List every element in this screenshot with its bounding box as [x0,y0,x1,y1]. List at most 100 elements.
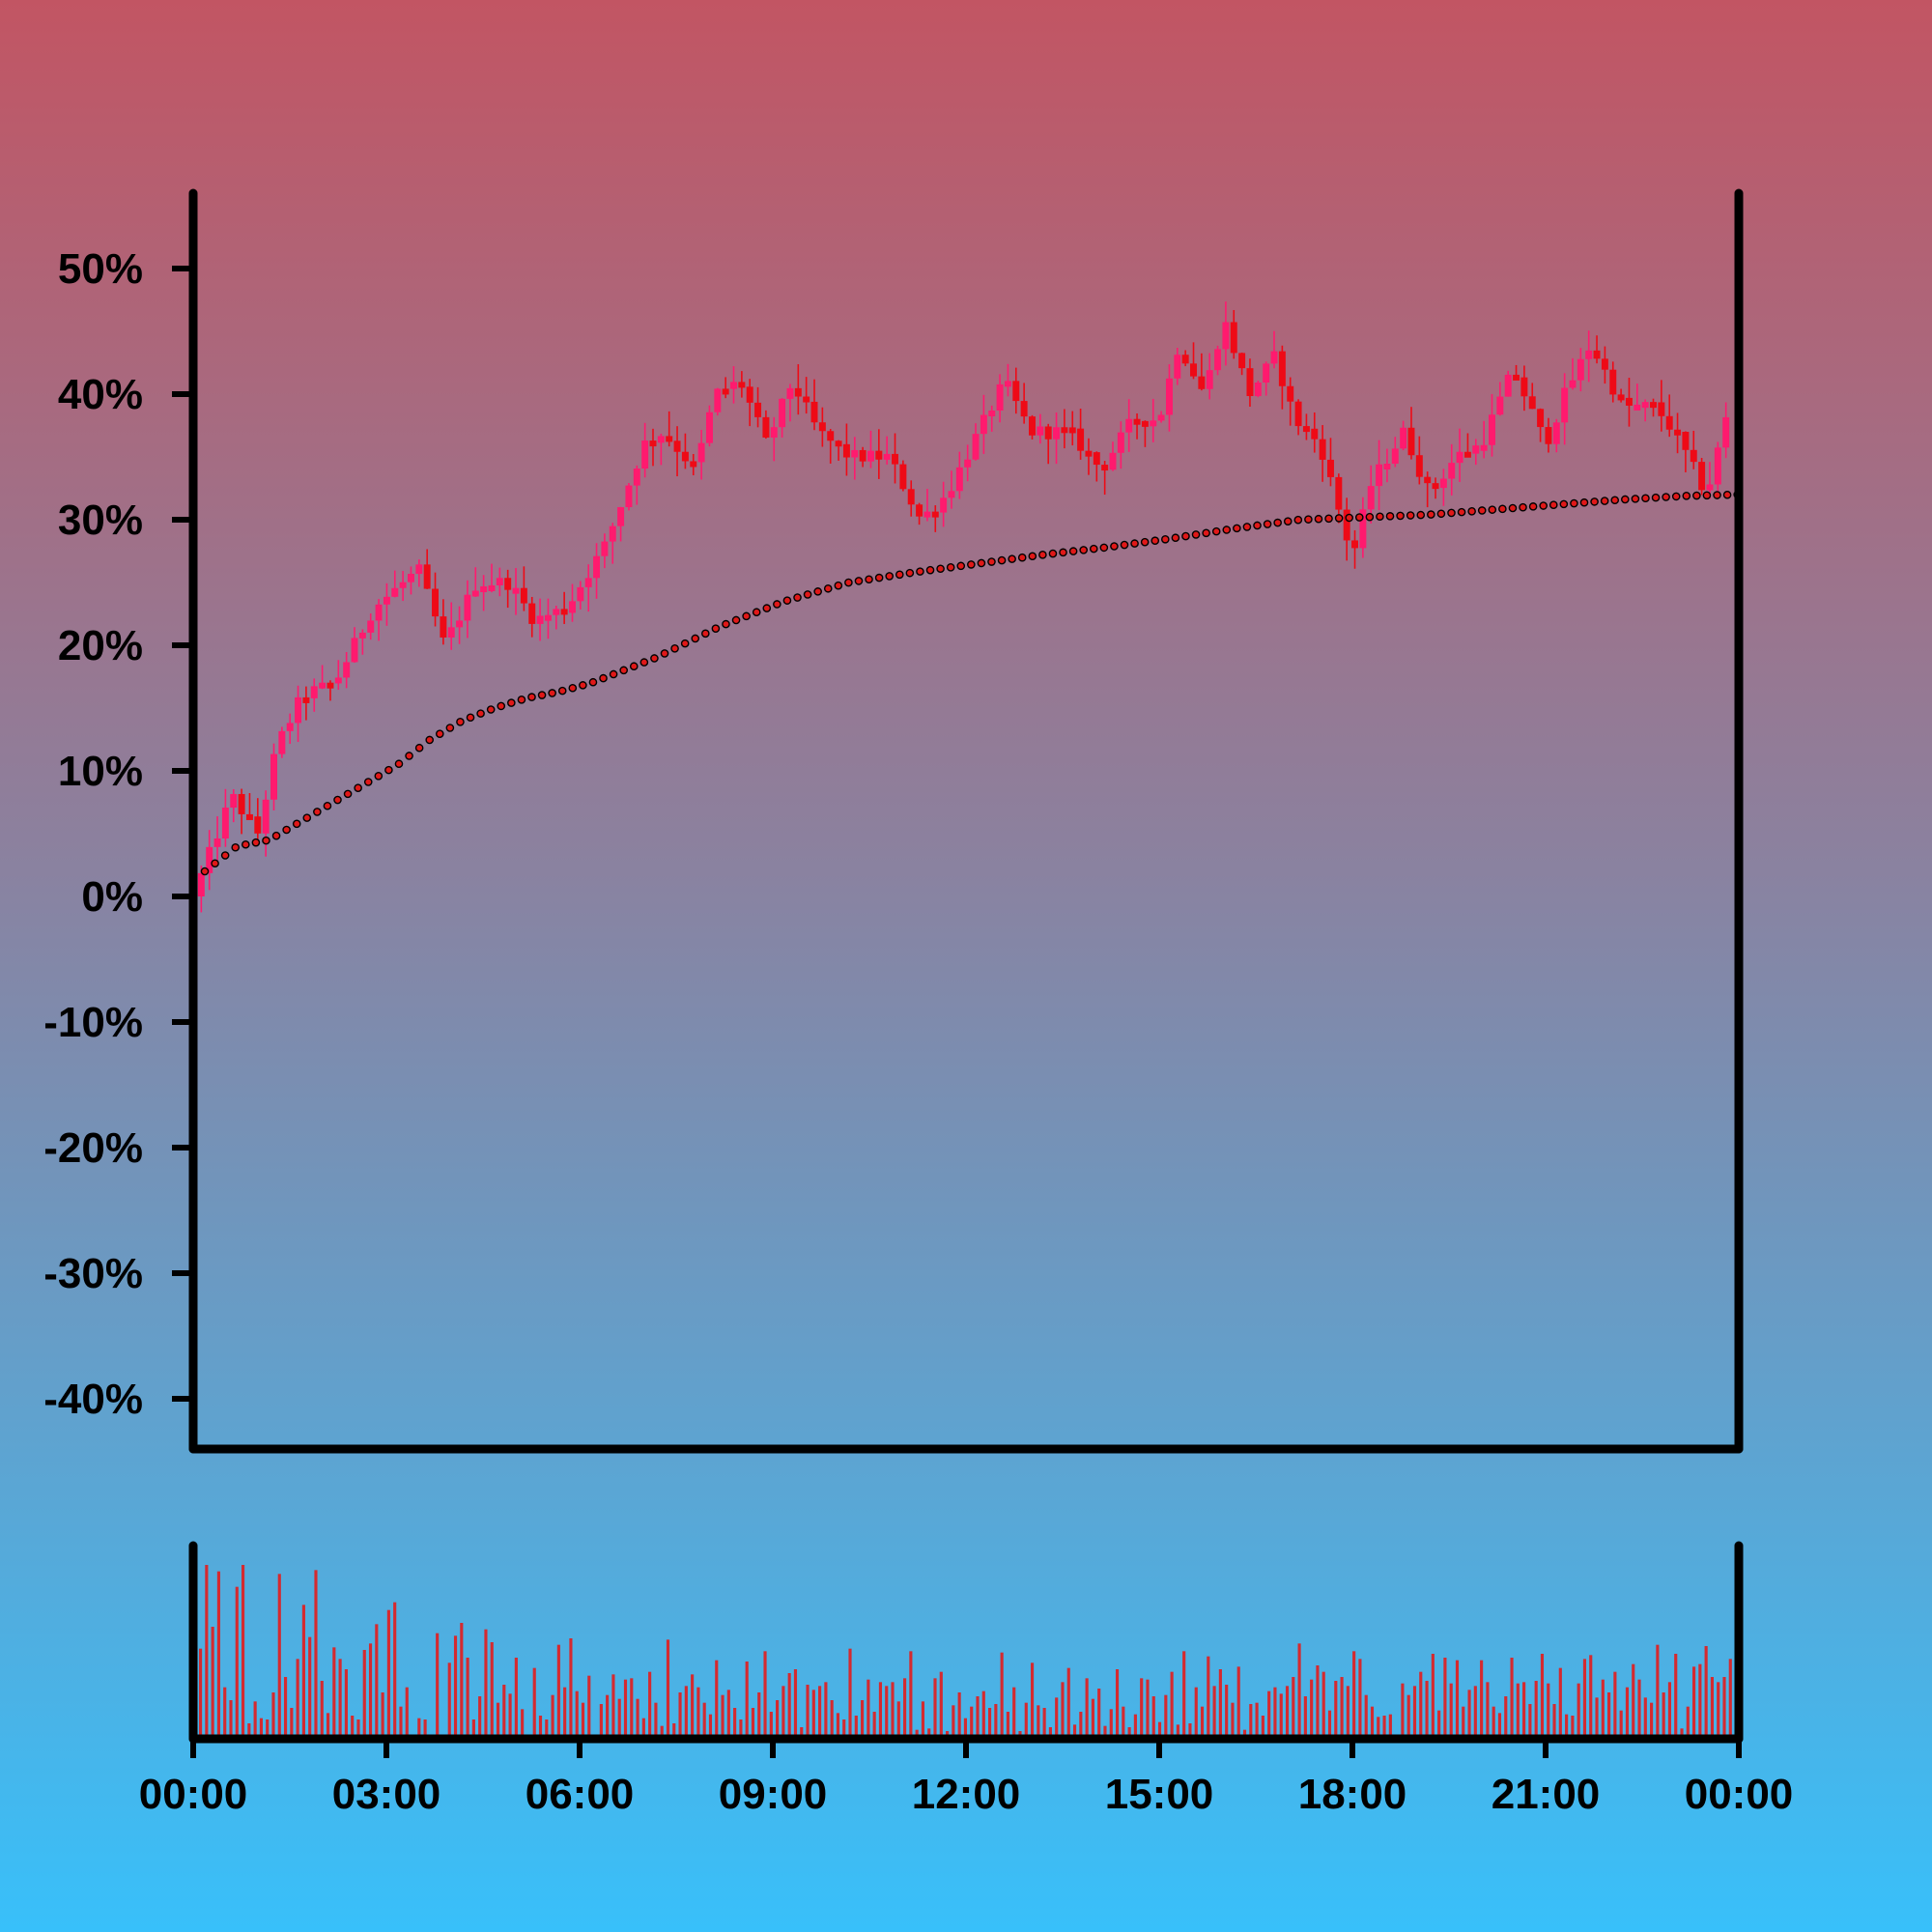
volume-bar [1625,1687,1630,1739]
volume-bar [726,1690,730,1739]
moving-average-point [1477,506,1487,515]
volume-bar [356,1719,360,1739]
volume-bar [247,1723,251,1739]
moving-average-point [200,867,210,876]
candle-body [673,440,681,452]
moving-average-point [251,838,261,847]
volume-bar [1115,1669,1120,1739]
candle-body [907,489,915,505]
moving-average-point [1508,503,1518,513]
volume-bar [1321,1671,1325,1739]
candle-body [1037,426,1044,436]
candle-body [1319,439,1326,460]
candle-body [810,401,818,423]
volume-bar [757,1692,761,1739]
candle-body [536,615,544,624]
moving-average-point [1396,511,1405,521]
candle-body [779,398,786,428]
volume-bar [1030,1662,1035,1739]
moving-average-point [1304,515,1313,524]
x-tick-label: 18:00 [1298,1771,1407,1818]
candle-body [375,604,383,621]
candle-body [254,816,262,834]
moving-average-point [895,570,904,580]
candle-body [1157,414,1165,421]
volume-bar [1425,1681,1429,1739]
volume-bar [1334,1681,1338,1739]
y-tick-label: -30% [43,1250,143,1297]
moving-average-point [752,608,761,617]
volume-bar [702,1702,706,1739]
moving-average-point [262,836,270,845]
moving-average-point [445,724,455,732]
candle-body [295,696,302,724]
volume-bar [399,1706,403,1739]
volume-bar [1109,1709,1113,1739]
y-tick-label: 10% [58,748,143,795]
volume-bar [453,1635,458,1739]
candle-body [875,450,883,460]
candle-body [940,497,948,513]
candle-body [1020,401,1028,417]
moving-average-point [456,718,465,726]
volume-bar [739,1719,743,1739]
volume-bar [1406,1694,1410,1739]
volume-bar [229,1700,233,1739]
candle-body [447,627,455,638]
volume-bar [1497,1713,1502,1739]
volume-bar [1686,1706,1690,1739]
volume-bar [277,1574,281,1739]
volume-bar [563,1687,567,1739]
candle-body [464,594,471,621]
candle-body [544,614,552,621]
y-tick-label: 20% [58,622,143,669]
volume-bar [1140,1678,1144,1739]
candle-body [609,526,616,542]
candle-body [1044,426,1052,440]
volume-bar [199,1648,203,1739]
moving-average-point [486,705,496,714]
moving-average-point [1314,514,1323,524]
volume-bar [1340,1677,1344,1739]
candle-body [1504,374,1512,397]
candle-body [1690,449,1697,463]
candle-body [1278,351,1286,386]
moving-average-point [1600,497,1609,505]
candle-body [197,872,205,896]
candle-body [738,382,746,388]
volume-bar [976,1696,980,1739]
volume-bar [1370,1706,1375,1739]
volume-bar [1388,1714,1392,1739]
moving-average-point [1028,552,1037,561]
volume-bar [290,1708,294,1739]
volume-bar [301,1605,305,1739]
volume-series [199,1565,1732,1739]
volume-bar [848,1648,852,1739]
volume-bar [939,1671,943,1739]
volume-bar [1006,1712,1009,1739]
candle-body [512,587,520,594]
candle-body [213,838,221,847]
volume-bar [351,1716,355,1739]
volume-bar [708,1714,713,1739]
candle-body [1109,452,1117,470]
candle-body [1528,396,1536,410]
volume-bar [1091,1698,1094,1739]
candle-body [1181,355,1189,364]
candle-body [1698,462,1706,491]
moving-average-point [568,683,578,693]
candle-body [1665,415,1673,430]
volume-bar [830,1700,834,1739]
moving-average-point [231,842,241,852]
candle-body [221,808,229,838]
volume-bar [314,1570,318,1739]
moving-average-point [1488,505,1497,514]
volume-bar [921,1701,925,1739]
volume-bar [271,1692,275,1739]
volume-bar [909,1651,913,1739]
moving-average-point [956,561,966,571]
volume-bar [793,1669,798,1739]
volume-bar [1552,1704,1556,1739]
volume-bar [1364,1694,1368,1739]
